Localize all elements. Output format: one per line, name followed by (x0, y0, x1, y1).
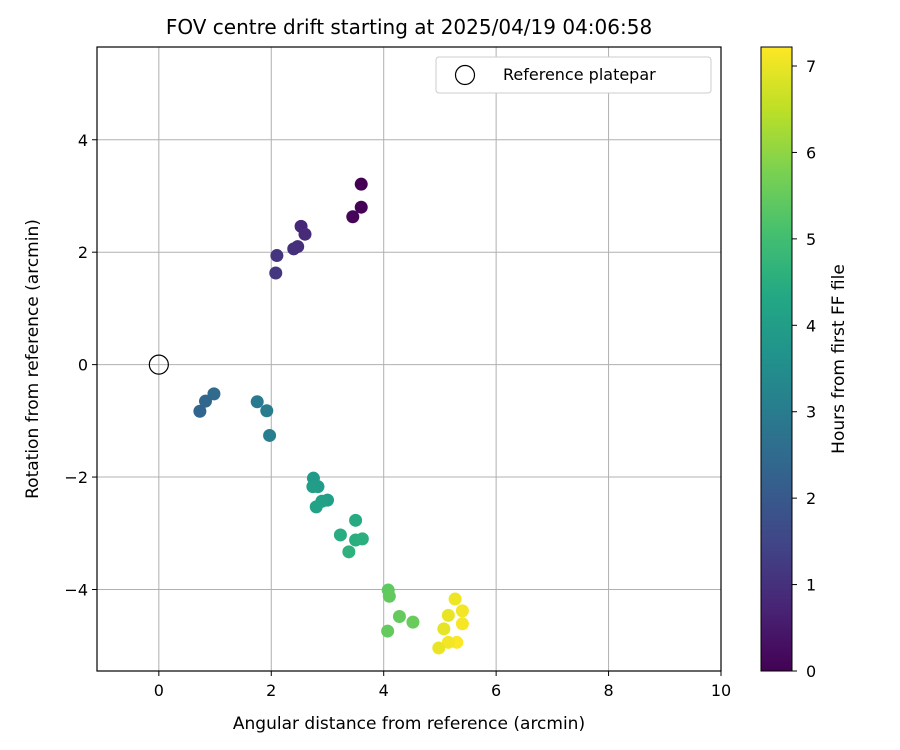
colorbar-gradient (760, 46, 793, 672)
colorbar: 0 1 2 3 4 5 6 7 Hours from first FF file (760, 46, 849, 681)
data-point (349, 513, 363, 527)
data-point (432, 641, 446, 655)
data-point (270, 249, 284, 263)
data-point (406, 615, 420, 629)
data-point (260, 404, 274, 418)
data-point (346, 210, 360, 224)
data-point (355, 532, 369, 546)
data-point (207, 387, 221, 401)
data-point (309, 500, 323, 514)
y-tick-label: 0 (78, 356, 88, 375)
x-axis-label: Angular distance from reference (arcmin) (233, 714, 585, 734)
data-point (441, 608, 455, 622)
y-tick-label: −2 (64, 468, 88, 487)
data-point (298, 227, 312, 241)
legend-box (435, 56, 712, 94)
legend-open-circle-icon (454, 64, 476, 86)
data-point (287, 242, 301, 256)
data-point (193, 404, 207, 418)
reference-platepar-marker (148, 354, 169, 375)
plot-frame (96, 46, 722, 672)
data-point (342, 545, 356, 559)
y-tick-label: −4 (64, 580, 88, 599)
colorbar-tick-label: 1 (806, 576, 816, 595)
colorbar-label: Hours from first FF file (829, 264, 849, 454)
data-point (333, 528, 347, 542)
colorbar-ticks: 0 1 2 3 4 5 6 7 (792, 57, 816, 681)
legend-label: Reference platepar (503, 65, 656, 84)
data-point (269, 266, 283, 280)
x-axis-ticks: 0 2 4 6 8 10 (154, 671, 731, 700)
colorbar-tick-label: 4 (806, 316, 816, 335)
data-points (193, 177, 469, 655)
grid (97, 47, 722, 671)
y-axis-label: Rotation from reference (arcmin) (23, 219, 43, 499)
x-tick-label: 10 (711, 681, 731, 700)
colorbar-tick-label: 0 (806, 662, 816, 681)
colorbar-tick-label: 7 (806, 57, 816, 76)
data-point (382, 589, 396, 603)
x-tick-label: 8 (603, 681, 613, 700)
data-point (455, 604, 469, 618)
x-tick-label: 0 (154, 681, 164, 700)
data-point (381, 624, 395, 638)
colorbar-tick-label: 5 (806, 230, 816, 249)
data-point (448, 592, 462, 606)
data-point (306, 480, 320, 494)
data-point (354, 177, 368, 191)
x-tick-label: 2 (266, 681, 276, 700)
colorbar-tick-label: 2 (806, 489, 816, 508)
colorbar-tick-label: 3 (806, 403, 816, 422)
x-tick-label: 4 (379, 681, 389, 700)
chart-title: FOV centre drift starting at 2025/04/19 … (166, 15, 652, 39)
data-point (198, 394, 212, 408)
y-axis-ticks: −4 −2 0 2 4 (64, 131, 97, 599)
data-point (437, 622, 451, 636)
data-point (250, 395, 264, 409)
reference-marker-group (148, 354, 169, 375)
data-point (455, 617, 469, 631)
data-point (441, 635, 455, 649)
colorbar-tick-label: 6 (806, 143, 816, 162)
legend: Reference platepar (435, 56, 712, 94)
y-tick-label: 2 (78, 243, 88, 262)
data-point (392, 609, 406, 623)
y-tick-label: 4 (78, 131, 88, 150)
x-tick-label: 6 (491, 681, 501, 700)
data-point (354, 200, 368, 214)
data-point (263, 428, 277, 442)
